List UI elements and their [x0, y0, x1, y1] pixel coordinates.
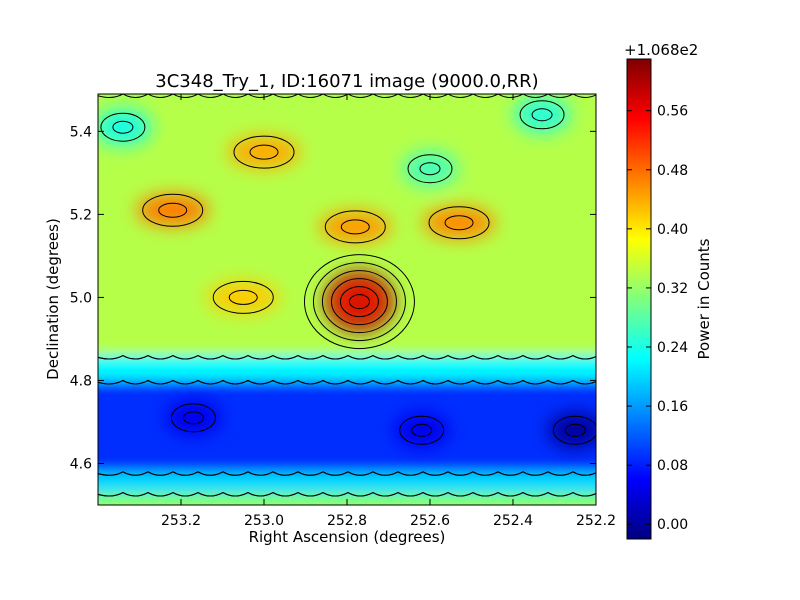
colorbar-tick-label: 0.24	[657, 340, 688, 356]
heatmap-feature-trough	[547, 412, 596, 449]
heatmap-feature-core	[343, 287, 376, 316]
contour-line	[98, 94, 596, 98]
x-tick-label: 252.2	[576, 513, 616, 529]
heatmap-feature-peak	[423, 206, 496, 239]
heatmap-band	[98, 492, 596, 505]
heatmap-feature-peak	[319, 210, 392, 243]
contour-line	[112, 120, 134, 134]
contour-line	[348, 294, 370, 310]
colorbar-offset-label: +1.068e2	[624, 41, 698, 59]
contour-line	[324, 210, 386, 244]
contour-line	[212, 280, 274, 314]
colorbar-tick-label: 0.56	[657, 104, 688, 120]
colorbar-ramp	[626, 58, 652, 540]
colorbar-tick-label: 0.48	[657, 163, 688, 179]
contour-line	[98, 491, 596, 497]
x-tick-label: 252.8	[327, 513, 367, 529]
contour-line	[98, 379, 596, 385]
contour-line	[98, 354, 596, 360]
contour-line	[519, 100, 565, 130]
contour-line	[552, 415, 596, 445]
contour-lines	[98, 94, 596, 505]
heatmap-feature-peak	[207, 281, 280, 314]
y-tick-label: 4.6	[70, 456, 92, 472]
colorbar-label: Power in Counts	[695, 238, 713, 359]
contour-line	[142, 193, 204, 227]
contour-line	[182, 411, 204, 425]
x-tick-label: 252.6	[410, 513, 450, 529]
contour-line	[233, 135, 295, 169]
chart-title: 3C348_Try_1, ID:16071 image (9000.0,RR)	[155, 71, 538, 92]
heatmap-feature-peak	[228, 136, 300, 169]
heatmap-feature-trough	[165, 399, 222, 436]
contour-line	[321, 270, 397, 334]
contour-line	[564, 423, 586, 437]
heatmap-feature-trough	[514, 96, 571, 133]
heatmap-feature-peak	[136, 194, 209, 227]
contour-line	[228, 289, 258, 305]
x-axis-label: Right Ascension (degrees)	[249, 528, 446, 546]
contour-line	[428, 206, 490, 240]
contour-line	[303, 254, 415, 350]
colorbar: 0.00 0.08 0.16 0.24 0.32 0.40 0.48 0.56 +1.068e…	[624, 41, 713, 540]
contour-line	[312, 262, 406, 342]
contour-line	[531, 108, 553, 122]
colorbar-tick-label: 0.16	[657, 399, 688, 415]
contour-line	[170, 403, 216, 433]
x-tick-label: 253.2	[161, 513, 201, 529]
y-axis-label: Declination (degrees)	[44, 218, 62, 380]
contour-line	[100, 112, 146, 142]
contour-line	[407, 154, 453, 184]
x-tick-label: 252.4	[493, 513, 533, 529]
contour-line	[399, 415, 445, 445]
heatmap-feature-trough	[393, 412, 450, 449]
contour-line	[98, 471, 596, 476]
heatmap-band	[98, 380, 596, 472]
colorbar-tick-label: 0.32	[657, 281, 688, 297]
heatmap-feature-trough	[402, 150, 458, 187]
contour-line	[411, 423, 433, 437]
x-tick-label: 253.0	[244, 513, 284, 529]
y-tick-label: 5.2	[70, 207, 92, 223]
y-tick-label: 4.8	[70, 373, 92, 389]
contour-line	[121, 504, 575, 505]
colorbar-tick-label: 0.00	[657, 517, 688, 533]
heatmap-feature-trough	[98, 109, 151, 146]
y-tick-label: 5.4	[70, 124, 92, 140]
contour-line	[339, 286, 379, 318]
colorbar-ticks: 0.00 0.08 0.16 0.24 0.32 0.40 0.48 0.56	[627, 104, 688, 533]
x-axis: 253.2 253.0 252.8 252.6 252.4 252.2	[161, 94, 616, 529]
heatmap-band	[98, 471, 596, 493]
contour-line	[330, 278, 388, 326]
y-tick-label: 5.0	[70, 290, 92, 306]
contour-line	[158, 202, 188, 218]
colorbar-tick-label: 0.08	[657, 458, 688, 474]
heatmap-plot	[98, 94, 596, 505]
y-axis: 4.6 4.8 5.0 5.2 5.4	[70, 124, 596, 472]
colorbar-tick-label: 0.40	[657, 222, 688, 238]
heatmap-band	[98, 355, 596, 381]
contour-line	[419, 162, 441, 176]
contour-line	[444, 215, 474, 231]
contour-line	[340, 219, 370, 235]
contour-line	[249, 144, 279, 160]
